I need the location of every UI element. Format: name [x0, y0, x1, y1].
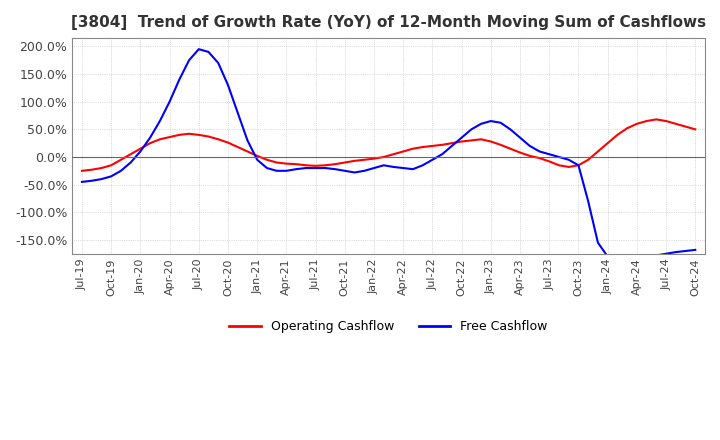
- Operating Cashflow: [418, 144, 427, 150]
- Operating Cashflow: [330, 161, 339, 167]
- Free Cashflow: [390, 164, 398, 169]
- Operating Cashflow: [379, 154, 388, 160]
- Legend: Operating Cashflow, Free Cashflow: Operating Cashflow, Free Cashflow: [225, 315, 553, 338]
- Operating Cashflow: [477, 137, 485, 142]
- Free Cashflow: [156, 118, 164, 124]
- Operating Cashflow: [467, 138, 476, 143]
- Free Cashflow: [691, 247, 700, 253]
- Free Cashflow: [428, 157, 437, 162]
- Free Cashflow: [487, 118, 495, 124]
- Free Cashflow: [613, 257, 621, 262]
- Line: Free Cashflow: Free Cashflow: [82, 49, 696, 259]
- Title: [3804]  Trend of Growth Rate (YoY) of 12-Month Moving Sum of Cashflows: [3804] Trend of Growth Rate (YoY) of 12-…: [71, 15, 706, 30]
- Free Cashflow: [477, 121, 485, 126]
- Operating Cashflow: [652, 117, 661, 122]
- Free Cashflow: [341, 168, 349, 173]
- Operating Cashflow: [78, 168, 86, 173]
- Free Cashflow: [194, 47, 203, 52]
- Operating Cashflow: [691, 127, 700, 132]
- Line: Operating Cashflow: Operating Cashflow: [82, 119, 696, 171]
- Free Cashflow: [78, 179, 86, 184]
- Operating Cashflow: [156, 137, 164, 142]
